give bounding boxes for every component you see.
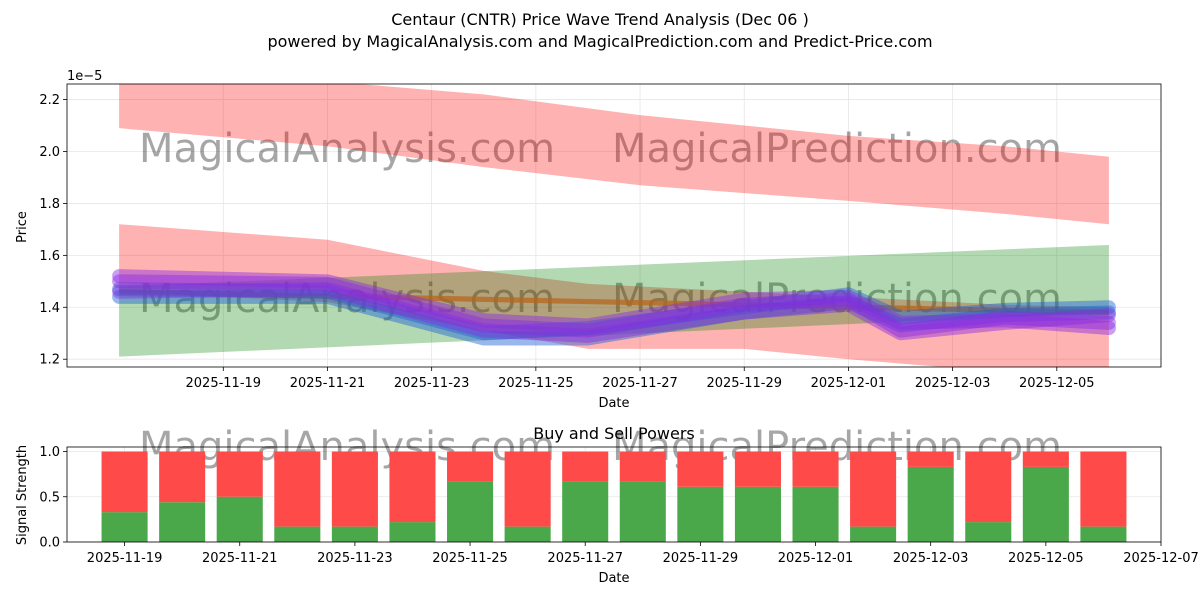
buy-bar	[562, 481, 609, 542]
buy-bar	[159, 502, 206, 542]
price-x-tick-label: 2025-12-05	[1019, 376, 1095, 391]
price-plot-area: MagicalAnalysis.com MagicalPrediction.com…	[39, 83, 1162, 391]
sell-bar	[101, 451, 148, 513]
sell-bar	[331, 451, 378, 527]
signal-y-tick-label: 0.5	[39, 490, 60, 505]
signal-x-tick-label: 2025-12-05	[1008, 551, 1084, 566]
sell-bar	[447, 451, 494, 482]
signal-y-tick-label: 1.0	[39, 445, 60, 460]
watermark-text: MagicalPrediction.com	[612, 126, 1062, 172]
band-lower-red	[119, 224, 1109, 367]
price-y-tick-label: 1.6	[39, 249, 60, 264]
buy-bar	[907, 466, 954, 542]
signal-x-tick-label: 2025-11-27	[547, 551, 623, 566]
buy-bar	[447, 481, 494, 542]
signal-plot-area: MagicalAnalysis.com MagicalPrediction.com…	[39, 424, 1198, 566]
signal-chart-title: Buy and Sell Powers	[533, 424, 695, 443]
wave-blue-wave-1	[112, 289, 1116, 346]
price-y-axis-label: Price	[15, 211, 30, 243]
sell-bar	[1022, 451, 1069, 467]
sell-bar	[1080, 451, 1127, 527]
wave-blue-wave-2	[112, 282, 1116, 341]
price-y-tick-label: 2.0	[39, 145, 60, 160]
sell-bar	[965, 451, 1012, 523]
price-x-tick-label: 2025-12-03	[915, 376, 991, 391]
signal-x-tick-label: 2025-12-01	[778, 551, 854, 566]
price-x-tick-label: 2025-11-27	[602, 376, 678, 391]
band-brown	[119, 289, 1109, 316]
wave-purple-wave-2	[112, 282, 1116, 343]
wave-purple-wave-3	[112, 269, 1116, 336]
buy-bar	[216, 496, 263, 542]
price-x-axis-label: Date	[598, 396, 629, 411]
price-series-group: MagicalAnalysis.com MagicalPrediction.com…	[112, 84, 1116, 367]
signal-x-tick-label: 2025-12-03	[893, 551, 969, 566]
price-panel: MagicalAnalysis.com MagicalPrediction.com…	[15, 69, 1162, 411]
price-x-tick-label: 2025-11-21	[290, 376, 366, 391]
buy-bar	[1022, 466, 1069, 542]
price-y-tick-label: 1.4	[39, 301, 60, 316]
price-y-tick-label: 1.8	[39, 197, 60, 212]
sell-bar	[907, 451, 954, 467]
watermark-text: MagicalAnalysis.com	[139, 126, 555, 172]
signal-x-tick-label: 2025-11-25	[432, 551, 508, 566]
band-upper-red	[119, 84, 1109, 225]
signal-x-axis-label: Date	[598, 571, 629, 586]
sell-bar	[216, 451, 263, 497]
buy-bar	[850, 526, 897, 542]
signal-panel: Buy and Sell Powers MagicalAnalysis.com M…	[15, 424, 1199, 586]
chart-title-line2: powered by MagicalAnalysis.com and Magic…	[267, 32, 932, 51]
signal-x-tick-label: 2025-11-29	[663, 551, 739, 566]
price-exponent-label: 1e−5	[67, 69, 102, 84]
buy-bar	[1080, 526, 1127, 542]
buy-bar	[619, 481, 666, 542]
signal-axes-frame	[66, 446, 1162, 543]
sell-bar	[274, 451, 321, 527]
chart-title-line1: Centaur (CNTR) Price Wave Trend Analysis…	[391, 10, 809, 29]
watermark-text: MagicalPrediction.com	[612, 276, 1062, 322]
sell-bar	[504, 451, 551, 527]
sell-bar	[850, 451, 897, 527]
price-axes-frame	[66, 83, 1162, 368]
signal-x-tick-label: 2025-12-07	[1123, 551, 1199, 566]
wave-purple-wave-1	[112, 274, 1116, 338]
sell-bar	[677, 451, 724, 487]
signal-y-axis-label: Signal Strength	[15, 445, 30, 545]
sell-bar	[389, 451, 436, 523]
buy-bar	[274, 526, 321, 542]
buy-bar	[792, 486, 839, 542]
signal-y-tick-label: 0.0	[39, 536, 60, 551]
price-x-tick-label: 2025-12-01	[811, 376, 887, 391]
buy-bar	[331, 526, 378, 542]
price-y-tick-label: 1.2	[39, 353, 60, 368]
signal-x-tick-label: 2025-11-23	[317, 551, 393, 566]
price-x-tick-label: 2025-11-25	[498, 376, 574, 391]
buy-bar	[101, 512, 148, 542]
price-x-tick-label: 2025-11-23	[394, 376, 470, 391]
price-x-tick-label: 2025-11-29	[706, 376, 782, 391]
price-x-tick-label: 2025-11-19	[186, 376, 262, 391]
buy-bar	[504, 526, 551, 542]
sell-bar	[734, 451, 781, 487]
sell-bar	[792, 451, 839, 487]
sell-bar	[562, 451, 609, 482]
sell-bar	[619, 451, 666, 482]
sell-bar	[159, 451, 206, 503]
buy-bar	[965, 522, 1012, 542]
buy-bar	[734, 486, 781, 542]
buy-bar	[677, 486, 724, 542]
price-y-tick-label: 2.2	[39, 93, 60, 108]
signal-x-tick-label: 2025-11-19	[87, 551, 163, 566]
signal-x-tick-label: 2025-11-21	[202, 551, 278, 566]
buy-bar	[389, 522, 436, 542]
